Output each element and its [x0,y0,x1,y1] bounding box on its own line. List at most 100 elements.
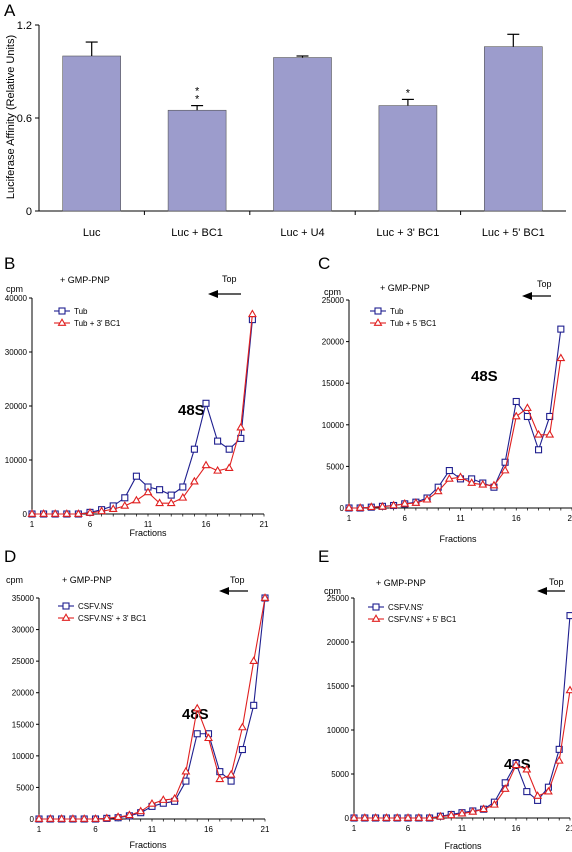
panel-c-data-point [377,501,387,510]
panel-c-top-arrow-head [522,292,532,300]
panel-e-y-tick-label: 0 [345,814,350,823]
panel-letter-d: D [4,547,16,566]
panel-b-y-tick-label: 40000 [5,294,28,303]
panel-d-data-point [158,795,168,803]
panel-b-data-point [132,472,140,480]
panel-b-data-point [120,501,130,509]
panel-d-condition: + GMP-PNP [62,575,112,585]
panel-b-y-tick-label: 10000 [5,456,28,465]
panel-d-y-tick-label: 0 [30,815,35,824]
panel-c-data-point [433,486,443,495]
panel-b-data-point [121,494,129,502]
panel-e-data-point [500,784,510,792]
panel-b-data-point [50,509,60,517]
panel-b-data-point [201,460,211,469]
panel-c-data-point [512,397,520,406]
panel-e-data-point [554,755,564,764]
panel-b-legend-label: Tub + 3' BC1 [74,319,121,328]
panel-c-legend-marker [374,307,382,315]
panel-c-data-point [389,500,399,509]
bar [483,46,543,212]
panel-b-data-point [73,509,83,517]
panel-b-data-point [247,309,257,318]
bar-category-label: Luc + 3' BC1 [376,227,439,239]
panel-b-legend-label: Tub [74,307,88,316]
panel-b-data-point [190,445,198,453]
panel-e-legend-label: CSFV.NS' [388,603,424,612]
panel-c-y-tick-label: 5000 [326,462,344,471]
bar-chart-y-tick-label: 0.6 [17,113,32,125]
panel-e-legend-marker [371,614,381,622]
panel-c-data-point [478,479,488,488]
panel-e-data-point [565,685,572,694]
panel-d-data-point [193,730,201,738]
significance-asterisk: * [406,87,411,99]
panel-c-x-tick-label: 11 [456,514,465,523]
panel-e-data-point [349,813,359,821]
panel-e-data-point [543,786,553,795]
panel-e-condition: + GMP-PNP [376,578,426,588]
panel-b-x-tick-label: 6 [88,520,93,529]
panel-b-top-arrow-head [208,290,218,298]
panel-e-legend-marker [372,603,380,611]
panel-e-data-point [523,788,531,796]
panel-d-data-point [227,777,235,785]
panel-e-data-point [403,813,413,821]
panel-d-legend-marker [61,613,71,621]
panel-e-data-point [555,745,563,753]
panel-b-data-point [85,508,95,516]
panel-e-data-point [522,764,532,773]
panel-d-x-tick-label: 21 [261,825,270,834]
panel-c-data-point [400,498,410,507]
panel-e-data-point [489,799,499,808]
panel-c-y-tick-label: 20000 [322,338,345,347]
panel-e-y-tick-label: 10000 [327,726,350,735]
panel-b-data-point [131,495,141,504]
panel-e-legend-label: CSFV.NS' + 5' BC1 [388,615,457,624]
panel-d-unit: cpm [6,575,23,585]
bar-chart-y-tick-label: 0 [26,206,32,218]
panel-d-data-point [147,798,157,807]
panel-c-x-tick-label: 16 [512,514,521,523]
significance-asterisk: * [195,94,200,106]
panel-d-series-line [39,597,266,820]
bar-category-label: Luc + U4 [280,227,324,239]
panel-b-x-tick-label: 11 [144,520,153,529]
panel-c-data-point [444,474,454,482]
panel-e-data-point [435,811,445,820]
panel-d-y-tick-label: 35000 [12,594,35,603]
panel-c-data-point [557,325,565,333]
panel-c-y-tick-label: 15000 [322,379,345,388]
panel-c-y-tick-label: 25000 [322,296,345,305]
panel-c-condition: + GMP-PNP [380,283,430,293]
panel-d-data-point [68,814,78,822]
panel-e-data-point [533,791,543,799]
panel-e-y-tick-label: 20000 [327,638,350,647]
panel-c-top-label: Top [537,279,552,289]
panel-c-unit: cpm [324,287,341,297]
panel-c-data-point [422,494,432,503]
panel-c-y-tick-label: 10000 [322,421,345,430]
panel-e-y-tick-label: 5000 [331,770,349,779]
bar [273,57,332,212]
panel-c-data-point [411,498,421,506]
panel-b-y-tick-label: 30000 [5,348,28,357]
panel-d-y-tick-label: 15000 [12,720,35,729]
panel-e-data-point [511,760,521,769]
panel-c-legend-label: Tub [390,307,404,316]
panel-b-x-tick-label: 16 [202,520,211,529]
panel-b-data-point [166,498,176,507]
panel-c-data-point [522,403,532,412]
panel-c-x-tick-label: 21 [568,514,572,523]
panel-b-data-point [27,509,37,517]
panel-d-data-point [113,812,123,820]
panel-d-data-point [249,656,259,665]
panel-b-data-point [108,504,118,513]
panel-c-y-tick-label: 0 [340,504,345,513]
panel-d-data-point [250,701,258,709]
bar [62,55,122,212]
panel-d-data-point [170,793,180,802]
panel-e-series-line [354,615,571,819]
panel-e-data-point [457,808,467,817]
